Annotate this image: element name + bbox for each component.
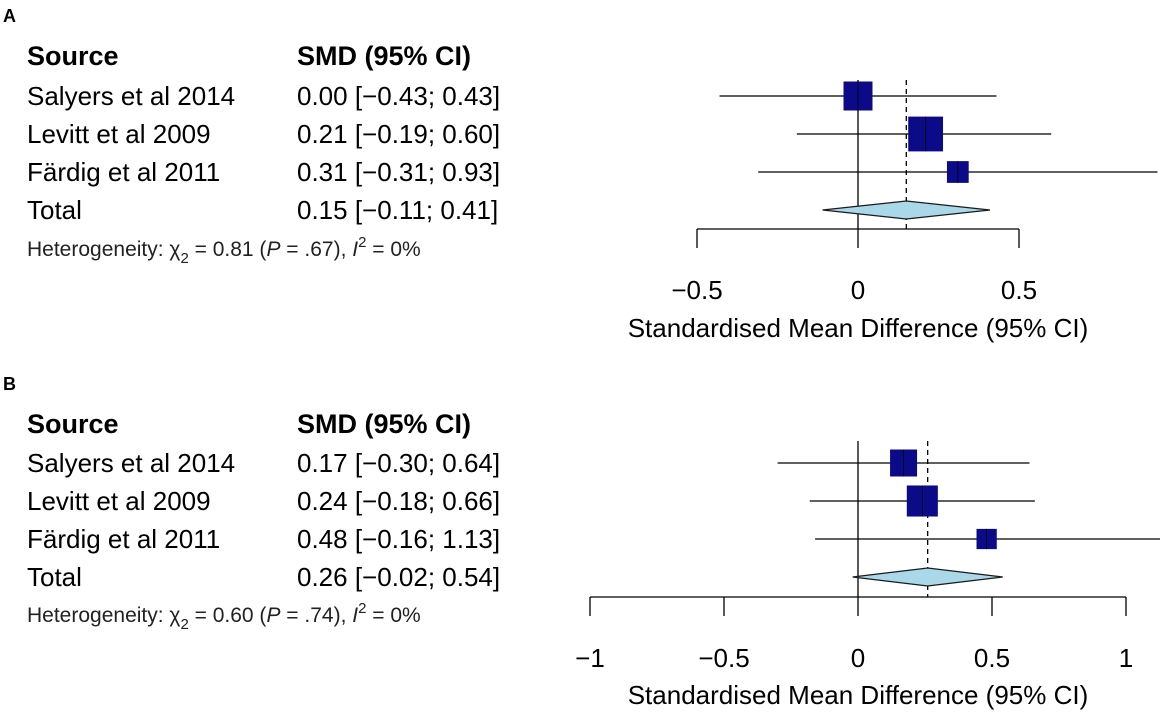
het-i-label: I bbox=[352, 238, 358, 261]
study-name: Salyers et al 2014 bbox=[27, 448, 235, 478]
het-p-label: P bbox=[266, 238, 280, 261]
total-ci-text: 0.26 [−0.02; 0.54] bbox=[297, 562, 500, 592]
header-source: Source bbox=[27, 409, 119, 439]
het-df: 2 bbox=[180, 616, 188, 633]
plot-area-a: −0.5 0 0.5 bbox=[671, 80, 1158, 305]
study-name: Salyers et al 2014 bbox=[27, 81, 235, 111]
study-ci-text: 0.24 [−0.18; 0.66] bbox=[297, 486, 500, 516]
header-smd: SMD (95% CI) bbox=[297, 41, 471, 71]
study-ci-text: 0.48 [−0.16; 1.13] bbox=[297, 524, 500, 554]
study-name: Färdig et al 2011 bbox=[27, 524, 220, 554]
plot-area-b: −1 −0.5 0 0.5 1 bbox=[575, 441, 1160, 673]
header-source: Source bbox=[27, 41, 119, 71]
x-tick-label: 0.5 bbox=[974, 643, 1010, 673]
het-chi: χ bbox=[169, 604, 180, 627]
x-tick-label: −1 bbox=[575, 643, 605, 673]
het-p-label: P bbox=[266, 604, 280, 627]
het-chi: χ bbox=[169, 238, 180, 261]
het-stat: = 0.60 ( bbox=[189, 604, 267, 627]
pooled-diamond bbox=[822, 200, 991, 220]
study-name: Levitt et al 2009 bbox=[27, 486, 211, 516]
panel-b: B Source SMD (95% CI) Salyers et al 2014… bbox=[3, 374, 1160, 710]
pooled-diamond bbox=[852, 567, 1003, 587]
x-axis-label: Standardised Mean Difference (95% CI) bbox=[628, 680, 1089, 710]
study-ci-text: 0.17 [−0.30; 0.64] bbox=[297, 448, 500, 478]
het-stat: = 0.81 ( bbox=[189, 238, 267, 261]
het-i-text: = 0% bbox=[366, 238, 420, 261]
heterogeneity-text: Heterogeneity: χ2 = 0.81 (P = .67), I2 =… bbox=[27, 234, 421, 267]
x-tick-label: 1 bbox=[1119, 643, 1133, 673]
study-name: Färdig et al 2011 bbox=[27, 157, 220, 187]
total-label: Total bbox=[27, 195, 82, 225]
het-i-sup: 2 bbox=[358, 234, 366, 251]
het-p-text: = .74), bbox=[280, 604, 352, 627]
het-prefix: Heterogeneity: bbox=[27, 238, 169, 261]
het-i-label: I bbox=[352, 604, 358, 627]
study-ci-text: 0.31 [−0.31; 0.93] bbox=[297, 157, 500, 187]
panel-a: A Source SMD (95% CI) Salyers et al 2014… bbox=[3, 6, 1158, 343]
total-ci-text: 0.15 [−0.11; 0.41] bbox=[297, 195, 498, 225]
het-df: 2 bbox=[180, 250, 188, 267]
heterogeneity-text: Heterogeneity: χ2 = 0.60 (P = .74), I2 =… bbox=[27, 600, 421, 633]
het-i-sup: 2 bbox=[358, 600, 366, 617]
study-name: Levitt et al 2009 bbox=[27, 119, 211, 149]
header-smd: SMD (95% CI) bbox=[297, 409, 471, 439]
panel-label: A bbox=[3, 6, 16, 26]
het-i-text: = 0% bbox=[366, 604, 420, 627]
x-tick-label: 0 bbox=[851, 275, 865, 305]
study-ci-text: 0.21 [−0.19; 0.60] bbox=[297, 119, 500, 149]
study-ci-text: 0.00 [−0.43; 0.43] bbox=[297, 81, 500, 111]
het-p-text: = .67), bbox=[280, 238, 352, 261]
panel-label: B bbox=[3, 374, 16, 394]
x-tick-label: 0 bbox=[851, 643, 865, 673]
het-prefix: Heterogeneity: bbox=[27, 604, 169, 627]
x-tick-label: 0.5 bbox=[1001, 275, 1037, 305]
total-label: Total bbox=[27, 562, 82, 592]
x-axis-label: Standardised Mean Difference (95% CI) bbox=[628, 313, 1089, 343]
x-tick-label: −0.5 bbox=[698, 643, 749, 673]
x-tick-label: −0.5 bbox=[671, 275, 722, 305]
